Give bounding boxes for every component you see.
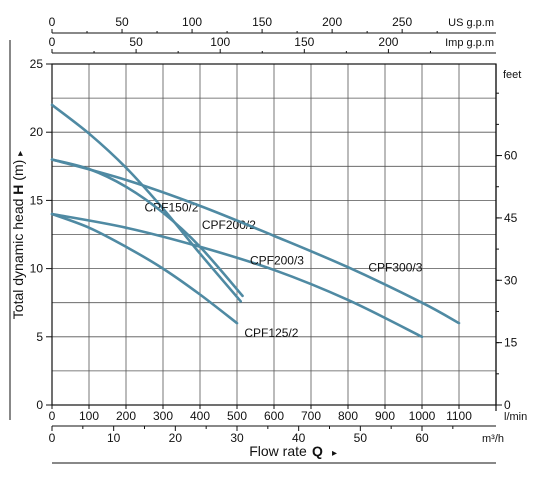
- x-axis-symbol: Q: [312, 443, 323, 459]
- feet-unit-label: feet: [503, 69, 521, 81]
- usgpm-unit-label: US g.p.m: [448, 17, 494, 29]
- x-tick-label-lmin: 700: [301, 409, 321, 423]
- x-tick-label-lmin: 300: [153, 409, 173, 423]
- y-tick-label: 20: [30, 125, 44, 139]
- y-axis-title: Total dynamic head H (m) ▸: [10, 151, 26, 319]
- series-line-cpf125-2: [50, 212, 239, 325]
- feet-tick-label: 45: [504, 211, 518, 225]
- x-tick-label-lmin: 100: [79, 409, 99, 423]
- feet-tick-label: 15: [504, 336, 518, 350]
- series-line-cpf200-3: [50, 212, 424, 339]
- impgpm-tick-label: 100: [210, 35, 230, 49]
- impgpm-tick-label: 0: [49, 35, 56, 49]
- x-tick-label-lmin: 900: [375, 409, 395, 423]
- m3h-tick-label: 50: [354, 431, 368, 445]
- x-tick-label-lmin: 1100: [446, 409, 472, 423]
- x-tick-label-lmin: 200: [116, 409, 136, 423]
- y-tick-label: 0: [36, 398, 43, 412]
- impgpm-tick-label: 50: [129, 35, 143, 49]
- series-label-cpf300-3: CPF300/3: [368, 260, 422, 274]
- impgpm-tick-label: 150: [294, 35, 314, 49]
- x-tick-label-lmin: 1000: [409, 409, 436, 423]
- x-axis-title: Flow rate: [249, 443, 307, 459]
- usgpm-tick-label: 250: [392, 15, 412, 29]
- m3h-tick-label: 20: [169, 431, 183, 445]
- x-tick-label-lmin: 600: [264, 409, 284, 423]
- x-axis-marker: ▸: [332, 448, 337, 459]
- m3h-tick-label: 60: [415, 431, 429, 445]
- feet-tick-label: 60: [504, 149, 518, 163]
- m3h-tick-label: 0: [49, 431, 56, 445]
- y-tick-label: 10: [30, 262, 44, 276]
- m3h-tick-label: 30: [230, 431, 244, 445]
- y-tick-label: 5: [36, 330, 43, 344]
- m3h-unit-label: m³/h: [482, 433, 504, 445]
- feet-tick-label: 30: [504, 273, 518, 287]
- x-tick-label-lmin: 500: [227, 409, 247, 423]
- series-line-cpf150-2: [50, 103, 242, 303]
- x-unit-lmin: l/min: [504, 411, 527, 423]
- impgpm-tick-label: 200: [378, 35, 398, 49]
- series-label-cpf150-2: CPF150/2: [145, 200, 199, 214]
- usgpm-tick-label: 100: [182, 15, 202, 29]
- series-line-cpf300-3: [50, 158, 461, 325]
- y-tick-label: 15: [30, 193, 44, 207]
- m3h-tick-label: 40: [292, 431, 306, 445]
- usgpm-tick-label: 150: [252, 15, 272, 29]
- x-tick-label-lmin: 400: [190, 409, 210, 423]
- usgpm-tick-label: 0: [49, 15, 56, 29]
- x-tick-label-lmin: 800: [338, 409, 358, 423]
- usgpm-tick-label: 200: [322, 15, 342, 29]
- series-label-cpf125-2: CPF125/2: [244, 326, 298, 340]
- usgpm-tick-label: 50: [115, 15, 129, 29]
- y-tick-label: 25: [30, 57, 44, 71]
- impgpm-unit-label: Imp g.p.m: [445, 37, 494, 49]
- series-label-cpf200-3: CPF200/3: [250, 254, 304, 268]
- m3h-tick-label: 10: [107, 431, 121, 445]
- x-tick-label-lmin: 0: [49, 409, 56, 423]
- feet-tick-label: 0: [504, 398, 511, 412]
